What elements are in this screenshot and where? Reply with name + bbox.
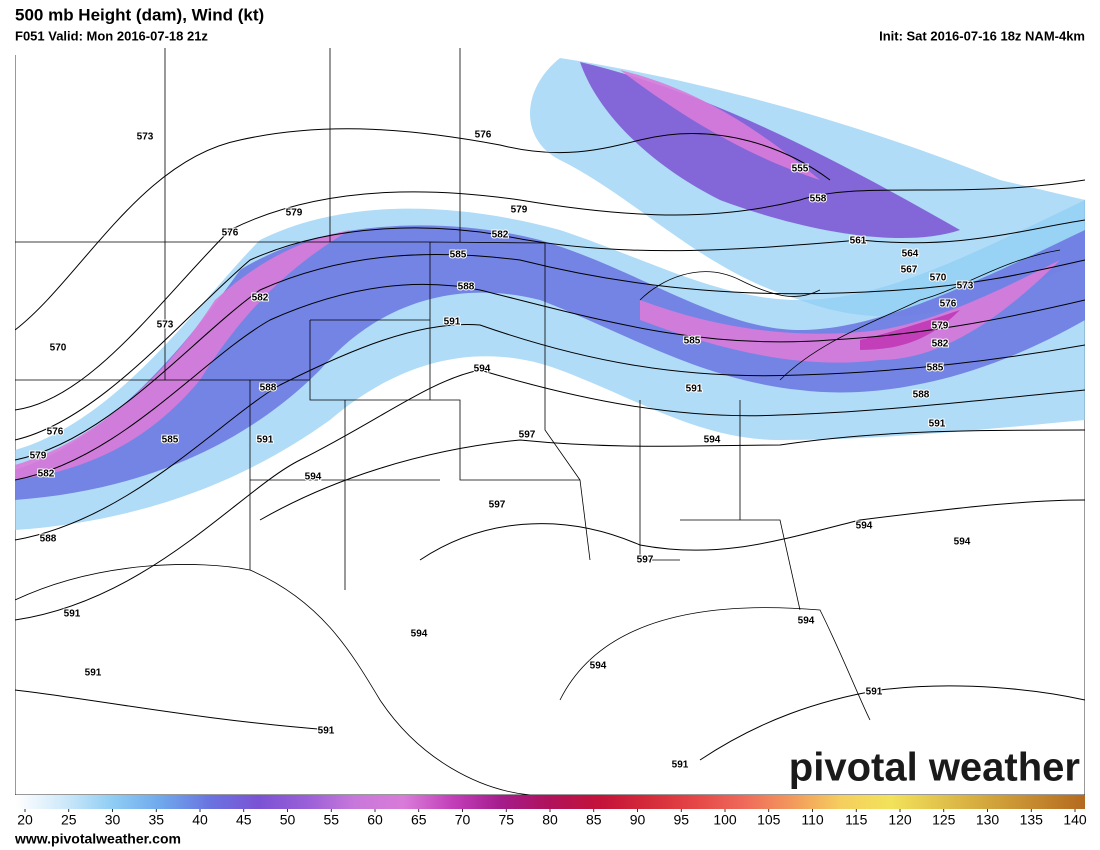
- colorbar-tick-label: 50: [280, 812, 296, 828]
- valid-time: F051 Valid: Mon 2016-07-18 21z: [15, 28, 208, 43]
- contour-label: 588: [260, 383, 277, 394]
- colorbar-tick-label: 75: [498, 812, 514, 828]
- contour-label: 591: [318, 726, 335, 737]
- contour-label: 573: [157, 320, 174, 331]
- contour-label: 594: [798, 616, 815, 627]
- contour-label: 597: [637, 555, 654, 566]
- contour-label: 561: [850, 236, 867, 247]
- contour-label: 573: [957, 281, 974, 292]
- contour-label: 582: [38, 469, 55, 480]
- contour-label: 585: [927, 363, 944, 374]
- contour-label: 585: [162, 435, 179, 446]
- contour-label: 564: [902, 249, 919, 260]
- contour-label: 585: [450, 250, 467, 261]
- colorbar-tick-label: 35: [148, 812, 164, 828]
- contour-label: 576: [940, 299, 957, 310]
- contour-label: 594: [856, 521, 873, 532]
- contour-label: 591: [686, 384, 703, 395]
- watermark: pivotal weather: [789, 746, 1080, 790]
- contour-label: 585: [684, 336, 701, 347]
- colorbar-tick-label: 130: [976, 812, 1000, 828]
- contour-label: 579: [30, 451, 47, 462]
- contour-label: 594: [954, 537, 971, 548]
- contour-label: 576: [222, 228, 239, 239]
- colorbar-tick-label: 55: [323, 812, 339, 828]
- map: [15, 48, 1085, 795]
- contour-label: 588: [913, 390, 930, 401]
- colorbar-tick-label: 95: [673, 812, 689, 828]
- contour-label: 588: [458, 282, 475, 293]
- init-time: Init: Sat 2016-07-16 18z NAM-4km: [879, 28, 1085, 43]
- contour-label: 591: [672, 760, 689, 771]
- contour-label: 579: [511, 205, 528, 216]
- contour-label: 594: [411, 629, 428, 640]
- colorbar-tick-label: 80: [542, 812, 558, 828]
- contour-label: 594: [704, 435, 721, 446]
- colorbar-tick-label: 20: [17, 812, 33, 828]
- colorbar-tick-label: 125: [932, 812, 956, 828]
- title: 500 mb Height (dam), Wind (kt): [15, 5, 264, 24]
- contour-label: 582: [492, 230, 509, 241]
- colorbar-tick-label: 85: [586, 812, 602, 828]
- contour-label: 555: [792, 164, 809, 175]
- contour-label: 576: [475, 130, 492, 141]
- contour-label: 579: [932, 321, 949, 332]
- contour-label: 582: [252, 293, 269, 304]
- contour-label: 573: [137, 132, 154, 143]
- contour-label: 570: [930, 273, 947, 284]
- contour-label: 591: [64, 609, 81, 620]
- colorbar-tick-label: 65: [411, 812, 427, 828]
- colorbar-tick-label: 60: [367, 812, 383, 828]
- contour-label: 591: [257, 435, 274, 446]
- contour-label: 591: [929, 419, 946, 430]
- colorbar-tick-label: 90: [630, 812, 646, 828]
- contour-label: 591: [444, 317, 461, 328]
- contour-label: 591: [85, 668, 102, 679]
- contour-label: 591: [866, 687, 883, 698]
- colorbar-tick-label: 110: [801, 812, 824, 828]
- contour-label: 570: [50, 343, 67, 354]
- colorbar-tick-label: 105: [757, 812, 781, 828]
- colorbar-ticks: 20 25 30 35 40 45 50 55 60 65 70 75 80 85 90 95 100 105 11…: [17, 809, 1087, 828]
- contour-label: 594: [305, 472, 322, 483]
- contour-label: 588: [40, 534, 57, 545]
- contour-labels: 573 5765795765795825855885915825735705885…: [29, 129, 975, 772]
- contour-label: 594: [474, 364, 491, 375]
- colorbar-tick-label: 120: [888, 812, 912, 828]
- colorbar-tick-label: 25: [61, 812, 77, 828]
- colorbar-tick-label: 115: [845, 812, 868, 828]
- contour-label: 579: [286, 208, 303, 219]
- colorbar-tick-label: 100: [713, 812, 737, 828]
- colorbar-tick-label: 140: [1063, 812, 1087, 828]
- colorbar-tick-label: 45: [236, 812, 252, 828]
- contour-label: 576: [47, 427, 64, 438]
- colorbar: [15, 795, 1085, 809]
- colorbar-tick-label: 135: [1020, 812, 1044, 828]
- colorbar-tick-label: 40: [192, 812, 208, 828]
- contour-label: 567: [901, 265, 918, 276]
- contour-label: 597: [519, 430, 536, 441]
- footer-url: www.pivotalweather.com: [14, 831, 181, 847]
- colorbar-tick-label: 30: [105, 812, 121, 828]
- contour-label: 594: [590, 661, 607, 672]
- contour-label: 558: [810, 194, 827, 205]
- colorbar-tick-label: 70: [455, 812, 471, 828]
- contour-label: 582: [932, 339, 949, 350]
- contour-label: 597: [489, 500, 506, 511]
